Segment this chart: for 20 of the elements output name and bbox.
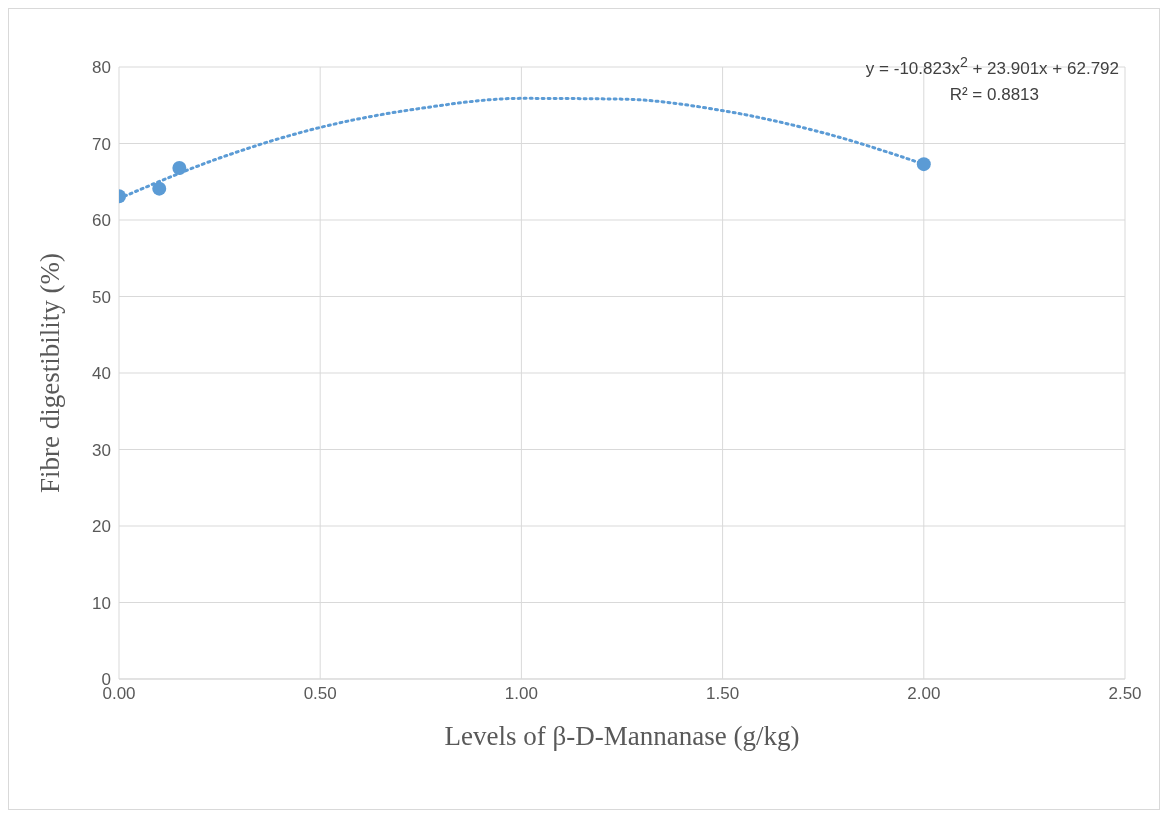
x-tick-label: 0.50 xyxy=(303,684,337,704)
x-tick-label: 1.50 xyxy=(706,684,740,704)
x-tick-label: 2.00 xyxy=(907,684,941,704)
point xyxy=(152,181,167,196)
y-tick-label: 70 xyxy=(92,134,111,154)
x-tick-label: 1.00 xyxy=(504,684,538,704)
annotation: y = -10.823x$^{2}$ + 23.901x + 62.792 xyxy=(865,53,1119,80)
point xyxy=(916,157,931,172)
x-axis-title: Levels of β-D-Mannanase (g/kg) xyxy=(444,721,800,751)
y-tick-label: 20 xyxy=(92,517,111,537)
y-axis-title: Fibre digestibility (%) xyxy=(34,253,65,493)
y-tick-label: 60 xyxy=(92,211,111,231)
y-tick-label: 80 xyxy=(92,58,111,78)
point xyxy=(172,160,187,175)
y-tick-label: 40 xyxy=(92,364,111,384)
y-tick-label: 10 xyxy=(92,593,111,613)
x-tick-label: 2.50 xyxy=(1108,684,1142,704)
annotation: R² = 0.8813 xyxy=(948,83,1040,106)
y-tick-label: 30 xyxy=(92,440,111,460)
y-tick-label: 50 xyxy=(92,287,111,307)
